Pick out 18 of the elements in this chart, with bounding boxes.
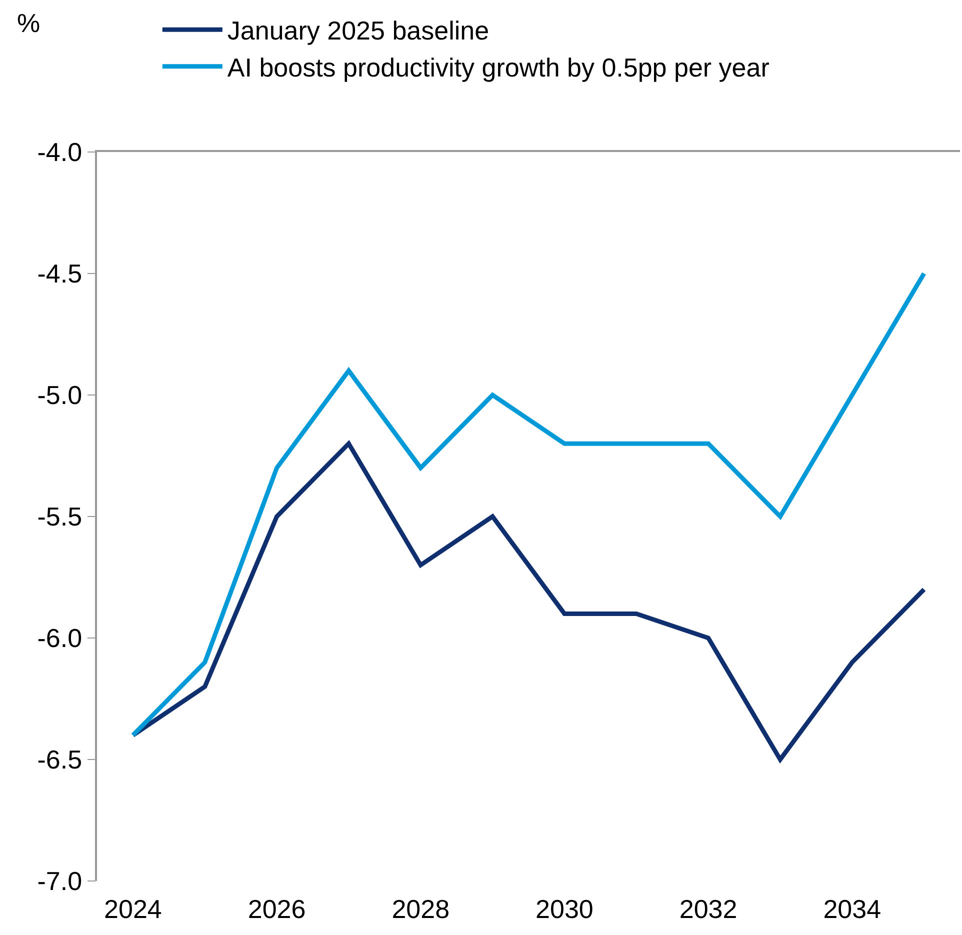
line-series	[130, 271, 926, 738]
legend-label: January 2025 baseline	[227, 16, 490, 46]
x-tick-label: 2034	[823, 894, 882, 924]
line-series	[130, 441, 926, 762]
y-tick-label: -4.5	[37, 258, 82, 289]
x-tick-label: 2028	[392, 894, 450, 924]
y-tick-label: -7.0	[37, 866, 82, 896]
y-axis-title: %	[17, 8, 40, 38]
x-tick-label: 2026	[248, 894, 306, 924]
legend-label: AI boosts productivity growth by 0.5pp per year	[227, 52, 770, 83]
y-tick-label: -5.5	[37, 502, 82, 532]
x-tick-label: 2032	[679, 894, 738, 924]
y-tick-label: -6.5	[37, 744, 82, 775]
x-tick-label: 2024	[104, 894, 162, 924]
y-tick-label: -5.0	[37, 380, 82, 410]
y-tick-label: -4.0	[37, 137, 82, 168]
y-tick-label: -6.0	[37, 623, 82, 654]
x-tick-label: 2030	[536, 894, 594, 924]
